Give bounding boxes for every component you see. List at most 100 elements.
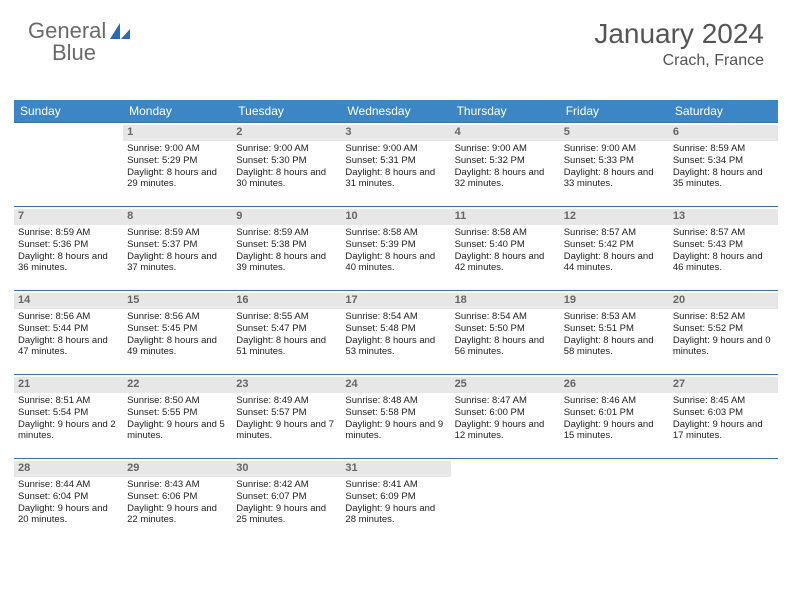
sunrise-line: Sunrise: 8:55 AM bbox=[236, 311, 337, 323]
dayhead-friday: Friday bbox=[560, 100, 669, 122]
calendar-cell bbox=[669, 458, 778, 542]
calendar-cell: 4Sunrise: 9:00 AMSunset: 5:32 PMDaylight… bbox=[451, 122, 560, 206]
day-number: 2 bbox=[232, 125, 341, 141]
sunrise-line: Sunrise: 9:00 AM bbox=[564, 143, 665, 155]
daylight-line: Daylight: 8 hours and 35 minutes. bbox=[673, 167, 774, 191]
day-number: 20 bbox=[669, 293, 778, 309]
sunset-line: Sunset: 6:07 PM bbox=[236, 491, 337, 503]
sunset-line: Sunset: 5:42 PM bbox=[564, 239, 665, 251]
daylight-line: Daylight: 8 hours and 39 minutes. bbox=[236, 251, 337, 275]
day-number: 25 bbox=[451, 377, 560, 393]
day-number: 17 bbox=[341, 293, 450, 309]
calendar-cell: 21Sunrise: 8:51 AMSunset: 5:54 PMDayligh… bbox=[14, 374, 123, 458]
dayhead-sunday: Sunday bbox=[14, 100, 123, 122]
sunrise-line: Sunrise: 8:51 AM bbox=[18, 395, 119, 407]
daylight-line: Daylight: 9 hours and 17 minutes. bbox=[673, 419, 774, 443]
sunset-line: Sunset: 5:37 PM bbox=[127, 239, 228, 251]
calendar-cell: 25Sunrise: 8:47 AMSunset: 6:00 PMDayligh… bbox=[451, 374, 560, 458]
day-number: 4 bbox=[451, 125, 560, 141]
day-number: 14 bbox=[14, 293, 123, 309]
day-number: 15 bbox=[123, 293, 232, 309]
day-number: 7 bbox=[14, 209, 123, 225]
daylight-line: Daylight: 8 hours and 29 minutes. bbox=[127, 167, 228, 191]
calendar-cell: 31Sunrise: 8:41 AMSunset: 6:09 PMDayligh… bbox=[341, 458, 450, 542]
calendar-cell bbox=[451, 458, 560, 542]
daylight-line: Daylight: 8 hours and 44 minutes. bbox=[564, 251, 665, 275]
sunset-line: Sunset: 5:38 PM bbox=[236, 239, 337, 251]
sunrise-line: Sunrise: 8:59 AM bbox=[127, 227, 228, 239]
calendar-cell: 30Sunrise: 8:42 AMSunset: 6:07 PMDayligh… bbox=[232, 458, 341, 542]
day-number: 19 bbox=[560, 293, 669, 309]
sunset-line: Sunset: 5:48 PM bbox=[345, 323, 446, 335]
sunrise-line: Sunrise: 8:56 AM bbox=[18, 311, 119, 323]
day-number: 18 bbox=[451, 293, 560, 309]
sunset-line: Sunset: 5:58 PM bbox=[345, 407, 446, 419]
sunset-line: Sunset: 6:09 PM bbox=[345, 491, 446, 503]
daylight-line: Daylight: 8 hours and 37 minutes. bbox=[127, 251, 228, 275]
sunset-line: Sunset: 6:06 PM bbox=[127, 491, 228, 503]
day-number: 13 bbox=[669, 209, 778, 225]
day-number: 30 bbox=[232, 461, 341, 477]
sunset-line: Sunset: 5:51 PM bbox=[564, 323, 665, 335]
daylight-line: Daylight: 9 hours and 22 minutes. bbox=[127, 503, 228, 527]
calendar-cell: 20Sunrise: 8:52 AMSunset: 5:52 PMDayligh… bbox=[669, 290, 778, 374]
sunrise-line: Sunrise: 8:58 AM bbox=[345, 227, 446, 239]
daylight-line: Daylight: 8 hours and 32 minutes. bbox=[455, 167, 556, 191]
sunset-line: Sunset: 5:55 PM bbox=[127, 407, 228, 419]
daylight-line: Daylight: 8 hours and 31 minutes. bbox=[345, 167, 446, 191]
calendar-cell: 2Sunrise: 9:00 AMSunset: 5:30 PMDaylight… bbox=[232, 122, 341, 206]
calendar-cell: 6Sunrise: 8:59 AMSunset: 5:34 PMDaylight… bbox=[669, 122, 778, 206]
daylight-line: Daylight: 9 hours and 2 minutes. bbox=[18, 419, 119, 443]
day-number: 10 bbox=[341, 209, 450, 225]
calendar-cell: 24Sunrise: 8:48 AMSunset: 5:58 PMDayligh… bbox=[341, 374, 450, 458]
calendar-cell: 11Sunrise: 8:58 AMSunset: 5:40 PMDayligh… bbox=[451, 206, 560, 290]
calendar-cell: 9Sunrise: 8:59 AMSunset: 5:38 PMDaylight… bbox=[232, 206, 341, 290]
calendar-cell: 15Sunrise: 8:56 AMSunset: 5:45 PMDayligh… bbox=[123, 290, 232, 374]
day-number: 12 bbox=[560, 209, 669, 225]
daylight-line: Daylight: 8 hours and 36 minutes. bbox=[18, 251, 119, 275]
sunrise-line: Sunrise: 8:56 AM bbox=[127, 311, 228, 323]
calendar-cell: 19 Sunrise: 8:53 AMSunset: 5:51 PMDayligh… bbox=[560, 290, 669, 374]
daylight-line: Daylight: 8 hours and 51 minutes. bbox=[236, 335, 337, 359]
daylight-line: Daylight: 8 hours and 30 minutes. bbox=[236, 167, 337, 191]
sunrise-line: Sunrise: 8:41 AM bbox=[345, 479, 446, 491]
calendar-cell: 1Sunrise: 9:00 AMSunset: 5:29 PMDaylight… bbox=[123, 122, 232, 206]
sunset-line: Sunset: 5:30 PM bbox=[236, 155, 337, 167]
sunrise-line: Sunrise: 8:58 AM bbox=[455, 227, 556, 239]
calendar-cell: 8 Sunrise: 8:59 AMSunset: 5:37 PMDaylight… bbox=[123, 206, 232, 290]
day-number: 29 bbox=[123, 461, 232, 477]
calendar-cell: 28Sunrise: 8:44 AMSunset: 6:04 PMDayligh… bbox=[14, 458, 123, 542]
day-number: 22 bbox=[123, 377, 232, 393]
title-block: January 2024 Crach, France bbox=[594, 18, 764, 70]
daylight-line: Daylight: 9 hours and 28 minutes. bbox=[345, 503, 446, 527]
daylight-line: Daylight: 8 hours and 53 minutes. bbox=[345, 335, 446, 359]
sunrise-line: Sunrise: 8:50 AM bbox=[127, 395, 228, 407]
day-number: 21 bbox=[14, 377, 123, 393]
sunset-line: Sunset: 5:52 PM bbox=[673, 323, 774, 335]
sunset-line: Sunset: 6:01 PM bbox=[564, 407, 665, 419]
daylight-line: Daylight: 8 hours and 42 minutes. bbox=[455, 251, 556, 275]
daylight-line: Daylight: 9 hours and 12 minutes. bbox=[455, 419, 556, 443]
day-number: 26 bbox=[560, 377, 669, 393]
daylight-line: Daylight: 8 hours and 46 minutes. bbox=[673, 251, 774, 275]
calendar-cell: 7Sunrise: 8:59 AMSunset: 5:36 PMDaylight… bbox=[14, 206, 123, 290]
day-number: 23 bbox=[232, 377, 341, 393]
sunrise-line: Sunrise: 8:53 AM bbox=[564, 311, 665, 323]
logo-sail-icon bbox=[108, 21, 132, 41]
daylight-line: Daylight: 8 hours and 58 minutes. bbox=[564, 335, 665, 359]
calendar-cell: 23Sunrise: 8:49 AMSunset: 5:57 PMDayligh… bbox=[232, 374, 341, 458]
sunset-line: Sunset: 5:47 PM bbox=[236, 323, 337, 335]
daylight-line: Daylight: 9 hours and 15 minutes. bbox=[564, 419, 665, 443]
sunset-line: Sunset: 5:45 PM bbox=[127, 323, 228, 335]
dayhead-wednesday: Wednesday bbox=[341, 100, 450, 122]
sunset-line: Sunset: 6:00 PM bbox=[455, 407, 556, 419]
sunrise-line: Sunrise: 8:44 AM bbox=[18, 479, 119, 491]
calendar-cell: 5Sunrise: 9:00 AMSunset: 5:33 PMDaylight… bbox=[560, 122, 669, 206]
calendar-cell: 26Sunrise: 8:46 AMSunset: 6:01 PMDayligh… bbox=[560, 374, 669, 458]
sunset-line: Sunset: 5:40 PM bbox=[455, 239, 556, 251]
daylight-line: Daylight: 8 hours and 56 minutes. bbox=[455, 335, 556, 359]
daylight-line: Daylight: 8 hours and 47 minutes. bbox=[18, 335, 119, 359]
calendar-cell: 13Sunrise: 8:57 AMSunset: 5:43 PMDayligh… bbox=[669, 206, 778, 290]
daylight-line: Daylight: 8 hours and 40 minutes. bbox=[345, 251, 446, 275]
day-number: 8 bbox=[123, 209, 232, 225]
